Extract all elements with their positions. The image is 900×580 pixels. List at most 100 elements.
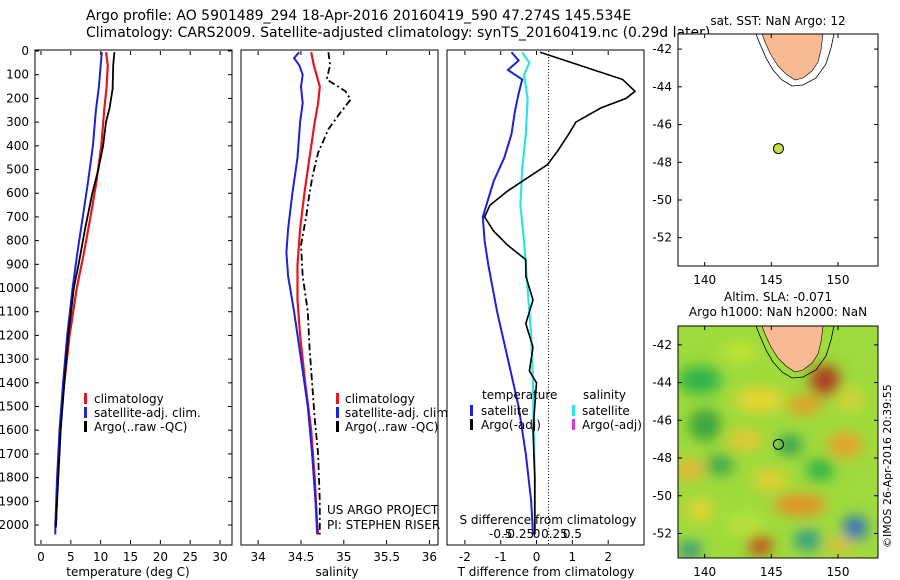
depth-tick-label: 1100 — [0, 305, 29, 319]
depth-tick-label: 1300 — [0, 352, 29, 366]
sla-map-title-1: Altim. SLA: -0.071 — [724, 290, 832, 304]
difference-axis-ticks: -2 -1 0 1 2 — [459, 51, 612, 564]
legend-label-satellite: satellite-adj. clim. — [345, 406, 452, 420]
depth-tick-label: 1900 — [0, 494, 29, 508]
legend-swatch-sal-argo — [572, 419, 575, 430]
sst-tasmania-land — [761, 34, 824, 81]
depth-tick-label: 1700 — [0, 447, 29, 461]
depth-tick-label: 600 — [6, 186, 29, 200]
lat-tick-label: -46 — [652, 118, 672, 132]
legend-label-satellite: satellite-adj. clim. — [94, 406, 201, 420]
series-line-satellite-adj-clim- — [54, 52, 103, 535]
legend-label-climatology: climatology — [345, 392, 415, 406]
sst-map-frame — [677, 33, 879, 267]
series-line-temperature-argo-adj- — [483, 51, 637, 535]
imos-credit: ©IMOS 26-Apr-2016 20:39:55 — [881, 384, 894, 548]
sst-longitude-ticks: 140 145 150 — [693, 34, 849, 287]
lat-tick-label: -52 — [652, 526, 672, 540]
x-tick-label: -1 — [495, 550, 507, 564]
lon-tick-label: 145 — [760, 273, 783, 287]
difference-panel: -2 -1 0 1 2 T difference from climatology S … — [446, 49, 645, 579]
sla-longitude-ticks: 140 145 150 — [693, 326, 849, 579]
x-tick-label: 20 — [153, 550, 168, 564]
s-difference-tick-label: 0.5 — [563, 527, 582, 541]
lon-tick-label: 140 — [693, 273, 716, 287]
lat-tick-label: -48 — [652, 451, 672, 465]
lat-tick-label: -42 — [652, 338, 672, 352]
s-difference-tick-label: 0.25 — [541, 527, 568, 541]
sla-map-frame — [677, 325, 879, 559]
sla-latitude-ticks: -42 -44 -46 -48 -50 -52 — [652, 338, 878, 540]
temperature-panel: 0100200300400500600700800900100011001200… — [0, 44, 233, 579]
x-tick-label: 0 — [37, 550, 45, 564]
depth-tick-label: 1800 — [0, 471, 29, 485]
legend-swatch-argo — [336, 421, 339, 432]
temperature-axis-ticks: 0 5 10 15 20 25 30 — [37, 51, 228, 564]
lat-tick-label: -50 — [652, 193, 672, 207]
legend-swatch-argo — [84, 421, 87, 432]
depth-tick-label: 500 — [6, 163, 29, 177]
x-tick-label: 34 — [250, 550, 265, 564]
depth-tick-label: 1000 — [0, 281, 29, 295]
series-line-satellite-adj-clim- — [285, 51, 319, 535]
lat-tick-label: -52 — [652, 231, 672, 245]
lon-tick-label: 140 — [693, 565, 716, 579]
sst-map-title: sat. SST: NaN Argo: 12 — [710, 14, 845, 28]
depth-tick-label: 300 — [6, 115, 29, 129]
lat-tick-label: -48 — [652, 155, 672, 169]
legend-title-salinity: salinity — [583, 388, 626, 402]
sst-latitude-ticks: -42 -44 -46 -48 -50 -52 — [652, 42, 878, 245]
lon-tick-label: 145 — [760, 565, 783, 579]
series-line-temperature-satellite — [481, 51, 534, 535]
s-difference-tick-label: 0 — [533, 527, 541, 541]
s-difference-tick-label: -0.25 — [503, 527, 534, 541]
x-tick-label: 35 — [336, 550, 351, 564]
temperature-plot-frame — [34, 49, 233, 546]
lon-tick-label: 150 — [827, 565, 850, 579]
x-tick-label: 35.5 — [373, 550, 400, 564]
salinity-plot-frame — [240, 49, 439, 546]
depth-tick-label: 200 — [6, 91, 29, 105]
x-tick-label: 34.5 — [288, 550, 315, 564]
sla-map-panel: Altim. SLA: -0.071 Argo h1000: NaN h2000… — [652, 290, 894, 579]
sla-bathymetry-contour — [755, 326, 835, 379]
depth-tick-label: 1500 — [0, 400, 29, 414]
x-tick-label: -2 — [459, 550, 471, 564]
legend-label-sal-argo: Argo(-adj) — [582, 418, 642, 432]
pi-annotation: PI: STEPHEN RISER — [327, 518, 440, 532]
temperature-series — [54, 52, 116, 535]
temperature-xlabel: temperature (deg C) — [66, 565, 189, 579]
depth-tick-label: 400 — [6, 139, 29, 153]
header-line-2: Climatology: CARS2009. Satellite-adjuste… — [86, 25, 711, 41]
temperature-legend: climatology satellite-adj. clim. Argo(..… — [84, 392, 201, 434]
header-line-1: Argo profile: AO 5901489_294 18-Apr-2016… — [86, 8, 632, 24]
sst-map-panel: sat. SST: NaN Argo: 12 -42 -44 -46 -48 -50 -5… — [652, 14, 879, 287]
depth-tick-label: 1200 — [0, 328, 29, 342]
difference-legend: temperature salinity satellite Argo(-adj… — [470, 388, 642, 432]
legend-swatch-satellite — [336, 407, 339, 418]
legend-label-temp-argo: Argo(-adj) — [481, 418, 541, 432]
legend-swatch-temp-argo — [470, 419, 473, 430]
salinity-panel: 34 34.5 35 35.5 36 salinity climatology sate… — [240, 49, 452, 579]
legend-label-argo: Argo(..raw -QC) — [94, 420, 187, 434]
legend-swatch-sal-satellite — [572, 405, 575, 416]
lat-tick-label: -46 — [652, 413, 672, 427]
lon-tick-label: 150 — [827, 273, 850, 287]
s-difference-tick-label: -0.5 — [489, 527, 512, 541]
salinity-axis-ticks: 34 34.5 35 35.5 36 — [250, 51, 437, 564]
legend-title-temperature: temperature — [482, 388, 557, 402]
x-tick-label: 25 — [183, 550, 198, 564]
sst-argo-float-marker — [772, 143, 784, 155]
lat-tick-label: -50 — [652, 489, 672, 503]
lat-tick-label: -44 — [652, 80, 672, 94]
sla-map-title-2: Argo h1000: NaN h2000: NaN — [689, 305, 867, 319]
x-tick-label: 5 — [67, 550, 75, 564]
depth-tick-label: 800 — [6, 234, 29, 248]
depth-tick-label: 900 — [6, 257, 29, 271]
depth-tick-label: 0 — [21, 44, 29, 58]
salinity-series — [285, 51, 352, 535]
s-difference-label: S difference from climatology — [460, 513, 637, 527]
x-tick-label: 30 — [212, 550, 227, 564]
depth-tick-label: 1600 — [0, 423, 29, 437]
x-tick-label: 36 — [422, 550, 437, 564]
